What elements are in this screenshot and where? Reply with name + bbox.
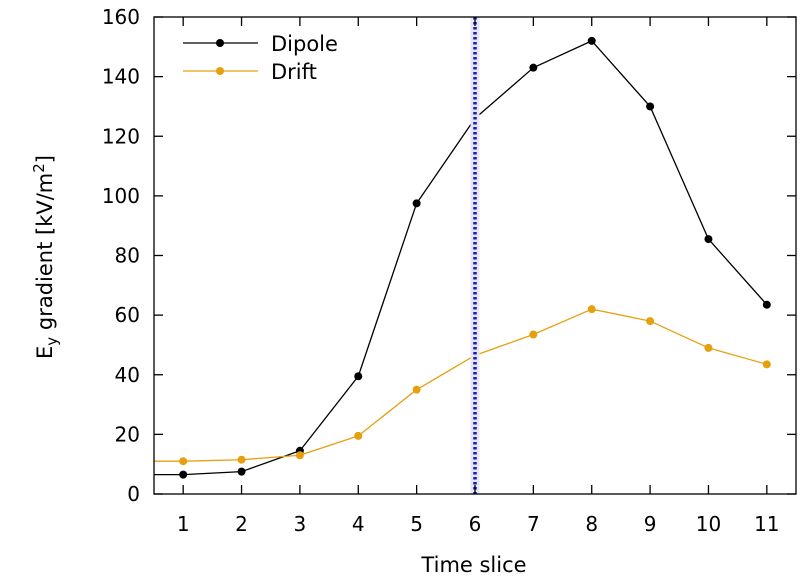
- x-tick-label: 3: [294, 512, 307, 536]
- data-point-drift: [412, 385, 421, 394]
- y-tick-label: 0: [127, 482, 140, 506]
- x-tick-label: 11: [754, 512, 779, 536]
- y-tick-labels: 0 20 40 60 80 100 120 140 160: [102, 5, 140, 506]
- data-point-dipole: [529, 63, 538, 72]
- data-point-drift: [646, 317, 655, 326]
- y-tick-label: 160: [102, 5, 140, 29]
- legend-label-drift: Drift: [271, 60, 317, 84]
- data-point-drift: [237, 455, 246, 464]
- data-point-dipole: [762, 300, 771, 309]
- y-tick-label: 20: [115, 422, 140, 446]
- data-point-drift: [587, 305, 596, 314]
- x-tick-label: 5: [410, 512, 423, 536]
- data-point-drift: [295, 451, 304, 460]
- y-axis-label: Ey gradient [kV/m2]: [30, 155, 61, 359]
- data-point-drift: [529, 330, 538, 339]
- data-point-drift: [762, 360, 771, 369]
- data-point-dipole: [646, 102, 655, 111]
- x-tick-label: 8: [585, 512, 598, 536]
- data-point-dipole: [354, 372, 363, 381]
- data-point-dipole: [587, 36, 596, 45]
- data-point-drift: [354, 431, 363, 440]
- data-point-dipole: [704, 235, 713, 244]
- y-tick-label: 120: [102, 124, 140, 148]
- data-point-dipole: [412, 199, 421, 208]
- x-tick-labels: 1 2 3 4 5 6 7 8 9 10 11: [177, 512, 780, 536]
- x-axis-label: Time slice: [420, 553, 526, 577]
- x-tick-label: 10: [696, 512, 721, 536]
- legend-marker-drift: [216, 67, 224, 75]
- series-line-dipole: [154, 40, 768, 476]
- legend-marker-dipole: [216, 39, 224, 47]
- legend-label-dipole: Dipole: [271, 32, 338, 56]
- y-tick-label: 80: [115, 244, 140, 268]
- data-point-drift: [704, 343, 713, 352]
- x-tick-label: 7: [527, 512, 540, 536]
- data-point-dipole: [179, 470, 188, 479]
- x-tick-label: 4: [352, 512, 365, 536]
- y-tick-label: 100: [102, 184, 140, 208]
- axis-ticks: [154, 16, 796, 495]
- series-line-drift: [154, 308, 767, 462]
- x-tick-label: 2: [235, 512, 248, 536]
- series-layer: [154, 36, 771, 479]
- data-point-drift: [179, 457, 188, 466]
- x-tick-label: 6: [469, 512, 482, 536]
- x-tick-label: 9: [644, 512, 657, 536]
- y-tick-label: 60: [115, 303, 140, 327]
- y-tick-label: 40: [115, 363, 140, 387]
- legend: Dipole Drift: [183, 32, 338, 84]
- y-tick-label: 140: [102, 65, 140, 89]
- data-point-dipole: [237, 467, 246, 476]
- x-tick-label: 1: [177, 512, 190, 536]
